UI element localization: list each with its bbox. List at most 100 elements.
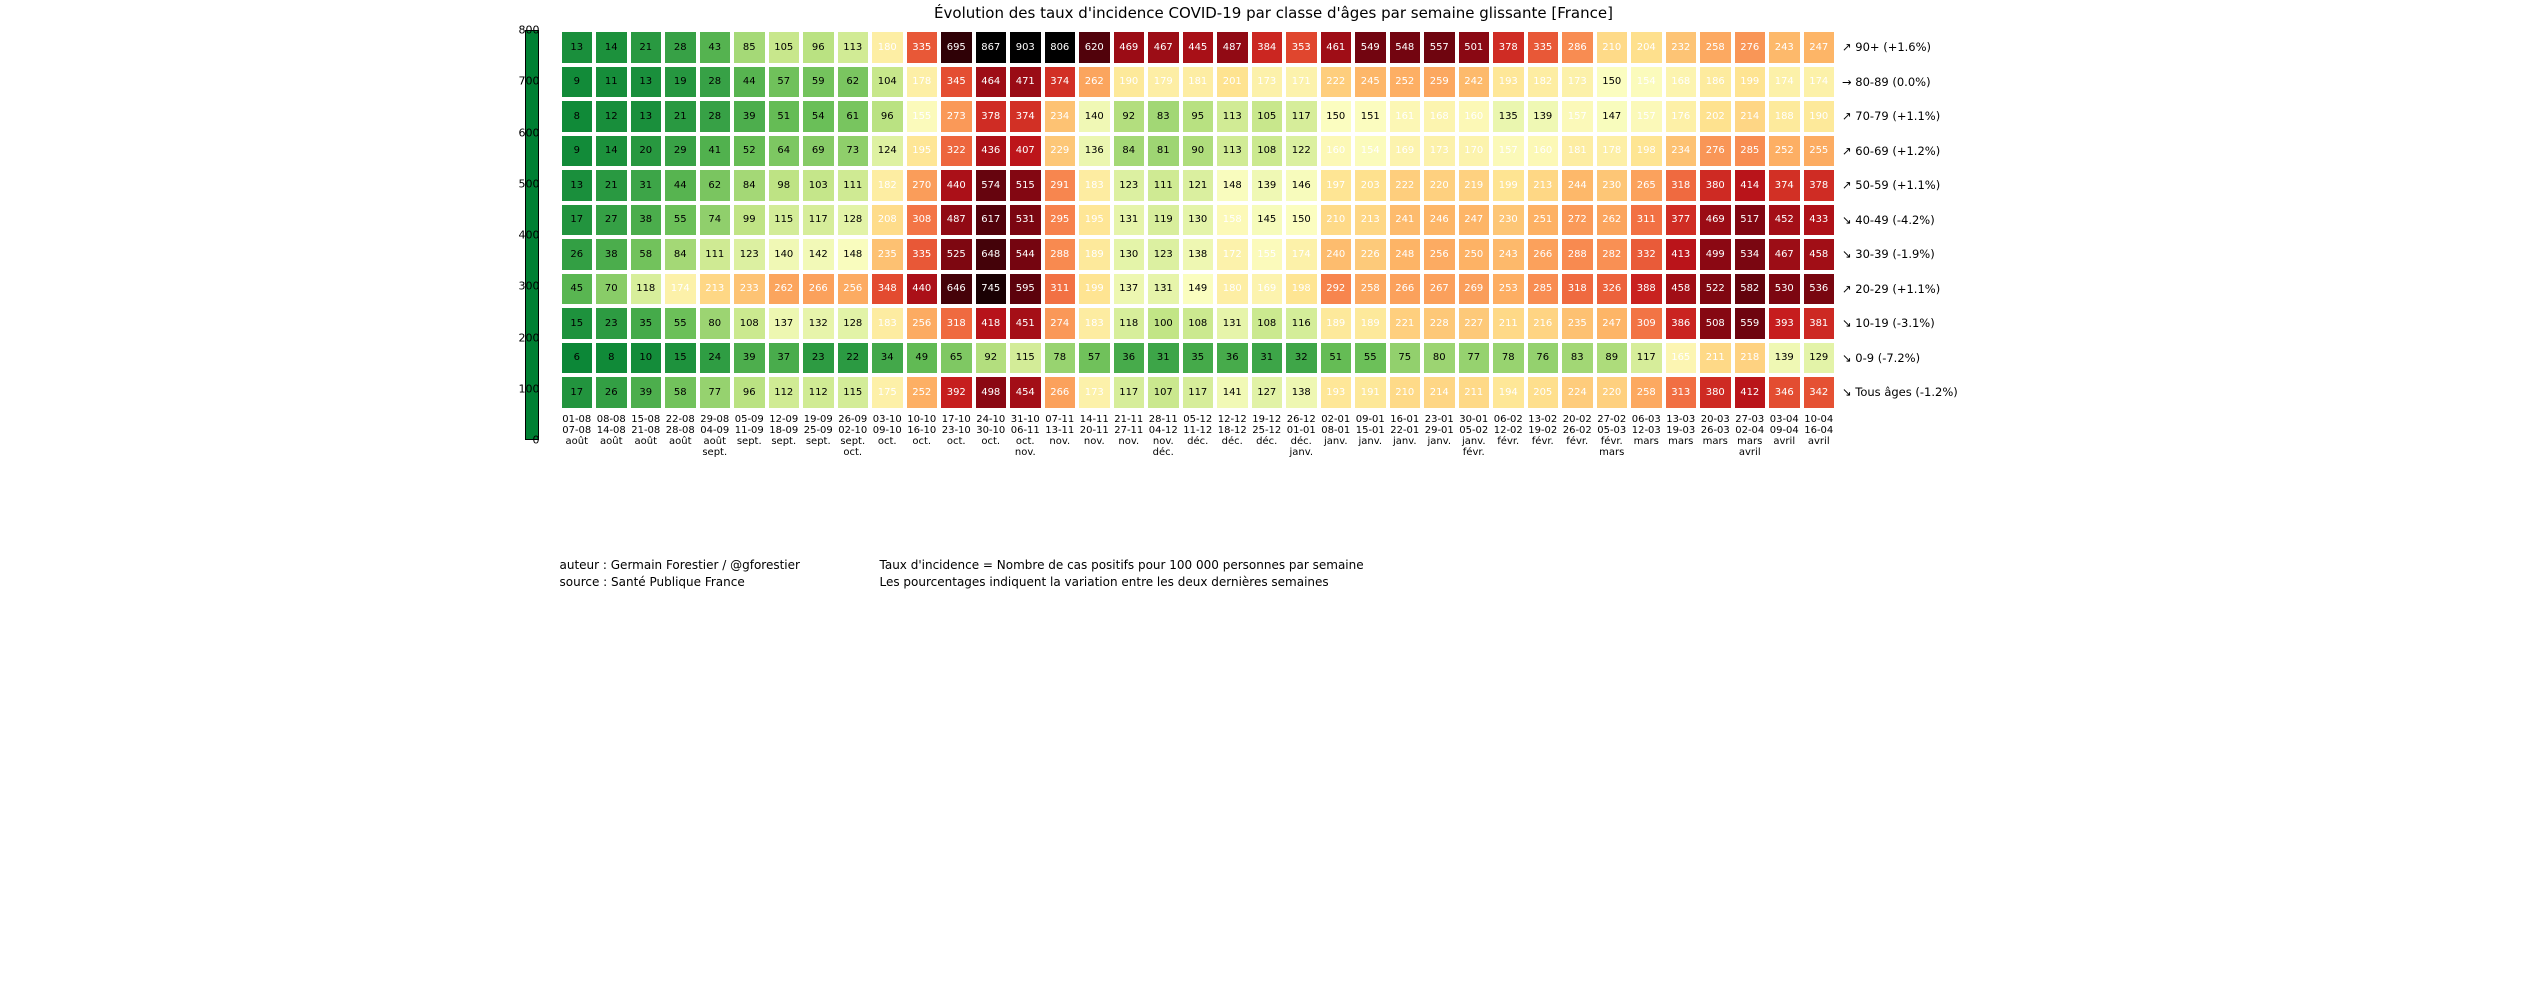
heatmap-cell: 83 [1560, 341, 1595, 376]
row-label: ↗ 60-69 (+1.2%) [1836, 134, 1959, 169]
heatmap-cell: 309 [1629, 306, 1664, 341]
heatmap-cell: 136 [1077, 134, 1112, 169]
row-label: ↗ 50-59 (+1.1%) [1836, 168, 1959, 203]
heatmap-cell: 182 [1526, 65, 1561, 100]
heatmap-cell: 55 [663, 203, 698, 238]
heatmap-cell: 10 [629, 341, 664, 376]
x-axis-label: 08-08 14-08 août [594, 410, 629, 459]
heatmap-cell: 157 [1491, 134, 1526, 169]
heatmap-cell: 80 [698, 306, 733, 341]
heatmap-cell: 9 [560, 65, 595, 100]
heatmap-cell: 326 [1595, 272, 1630, 307]
heatmap-cell: 119 [1146, 203, 1181, 238]
heatmap-cell: 374 [1008, 99, 1043, 134]
heatmap-cell: 183 [1077, 306, 1112, 341]
heatmap-cell: 458 [1802, 237, 1837, 272]
heatmap-cell: 248 [1388, 237, 1423, 272]
heatmap-cell: 229 [1043, 134, 1078, 169]
heatmap-cell: 241 [1388, 203, 1423, 238]
heatmap-cell: 210 [1388, 375, 1423, 410]
heatmap-cell: 172 [1215, 237, 1250, 272]
heatmap-cell: 227 [1457, 306, 1492, 341]
heatmap-cell: 58 [629, 237, 664, 272]
heatmap-cell: 745 [974, 272, 1009, 307]
heatmap-cell: 176 [1664, 99, 1699, 134]
heatmap-cell: 353 [1284, 30, 1319, 65]
heatmap-cell: 122 [1284, 134, 1319, 169]
heatmap-cell: 335 [905, 237, 940, 272]
heatmap-cell: 517 [1733, 203, 1768, 238]
heatmap-cell: 107 [1146, 375, 1181, 410]
note-label: Les pourcentages indiquent la variation … [880, 575, 1329, 589]
x-axis-label: 15-08 21-08 août [629, 410, 664, 459]
heatmap-cell: 193 [1319, 375, 1354, 410]
heatmap-cell: 108 [732, 306, 767, 341]
heatmap-cell: 123 [732, 237, 767, 272]
heatmap-cell: 469 [1112, 30, 1147, 65]
heatmap-cell: 15 [560, 306, 595, 341]
heatmap-cell: 129 [1802, 341, 1837, 376]
heatmap-cell: 150 [1595, 65, 1630, 100]
heatmap-cell: 274 [1043, 306, 1078, 341]
heatmap-cell: 135 [1491, 99, 1526, 134]
heatmap-cell: 28 [663, 30, 698, 65]
heatmap-cell: 23 [801, 341, 836, 376]
heatmap-cell: 295 [1043, 203, 1078, 238]
heatmap-cell: 272 [1560, 203, 1595, 238]
row-label: ↘ 30-39 (-1.9%) [1836, 237, 1959, 272]
heatmap-cell: 73 [836, 134, 871, 169]
heatmap-cell: 34 [870, 341, 905, 376]
heatmap-cell: 228 [1422, 306, 1457, 341]
heatmap-cell: 57 [1077, 341, 1112, 376]
row-label: ↗ 20-29 (+1.1%) [1836, 272, 1959, 307]
heatmap-cell: 96 [870, 99, 905, 134]
heatmap-cell: 24 [698, 341, 733, 376]
heatmap-cell: 178 [905, 65, 940, 100]
heatmap-cell: 534 [1733, 237, 1768, 272]
heatmap-cell: 285 [1526, 272, 1561, 307]
heatmap-cell: 78 [1491, 341, 1526, 376]
heatmap-cell: 210 [1595, 30, 1630, 65]
heatmap-cell: 59 [801, 65, 836, 100]
heatmap-cell: 413 [1664, 237, 1699, 272]
heatmap-cell: 51 [1319, 341, 1354, 376]
x-axis-label: 30-01 05-02 janv. févr. [1457, 410, 1492, 459]
heatmap-cell: 186 [1698, 65, 1733, 100]
heatmap-cell: 318 [1664, 168, 1699, 203]
heatmap-cell: 75 [1388, 341, 1423, 376]
heatmap-cell: 806 [1043, 30, 1078, 65]
heatmap-cell: 335 [905, 30, 940, 65]
heatmap-cell: 213 [1353, 203, 1388, 238]
heatmap-cell: 37 [767, 341, 802, 376]
heatmap-cell: 123 [1146, 237, 1181, 272]
heatmap-cell: 116 [1284, 306, 1319, 341]
colorbar-tick: 400 [519, 229, 540, 242]
heatmap: 1314212843851059611318033569586790380662… [560, 30, 1959, 459]
heatmap-cell: 595 [1008, 272, 1043, 307]
heatmap-cell: 380 [1698, 375, 1733, 410]
heatmap-cell: 205 [1526, 375, 1561, 410]
heatmap-cell: 262 [1077, 65, 1112, 100]
heatmap-cell: 445 [1181, 30, 1216, 65]
heatmap-cell: 35 [1181, 341, 1216, 376]
heatmap-cell: 44 [732, 65, 767, 100]
heatmap-cell: 213 [1526, 168, 1561, 203]
heatmap-cell: 230 [1595, 168, 1630, 203]
heatmap-cell: 14 [594, 30, 629, 65]
heatmap-cell: 189 [1077, 237, 1112, 272]
heatmap-cell: 20 [629, 134, 664, 169]
heatmap-cell: 105 [767, 30, 802, 65]
heatmap-cell: 276 [1698, 134, 1733, 169]
heatmap-cell: 499 [1698, 237, 1733, 272]
x-axis-label: 05-12 11-12 déc. [1181, 410, 1216, 459]
heatmap-cell: 548 [1388, 30, 1423, 65]
heatmap-cell: 173 [1250, 65, 1285, 100]
heatmap-cell: 544 [1008, 237, 1043, 272]
heatmap-cell: 195 [1077, 203, 1112, 238]
heatmap-cell: 230 [1491, 203, 1526, 238]
heatmap-cell: 191 [1353, 375, 1388, 410]
heatmap-cell: 44 [663, 168, 698, 203]
x-axis-label: 28-11 04-12 nov. déc. [1146, 410, 1181, 459]
colorbar-ticks: 0100200300400500600700800 [510, 30, 540, 440]
heatmap-cell: 345 [939, 65, 974, 100]
